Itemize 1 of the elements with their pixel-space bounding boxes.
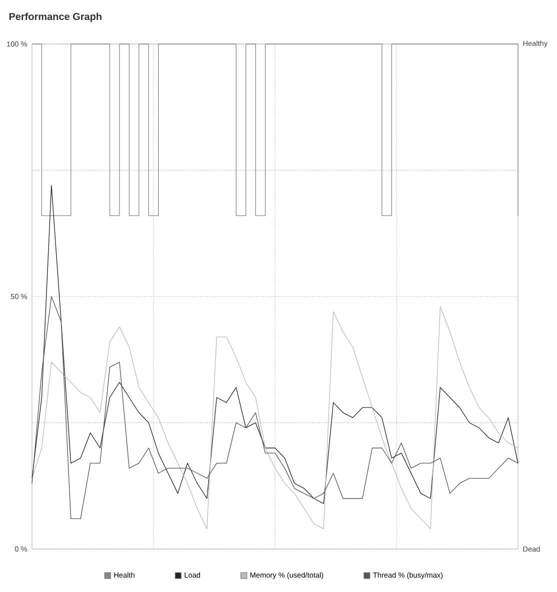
chart-title: Performance Graph xyxy=(9,12,102,22)
